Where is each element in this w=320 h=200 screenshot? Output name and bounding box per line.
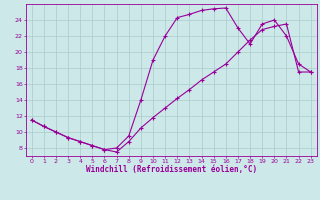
X-axis label: Windchill (Refroidissement éolien,°C): Windchill (Refroidissement éolien,°C) — [86, 165, 257, 174]
